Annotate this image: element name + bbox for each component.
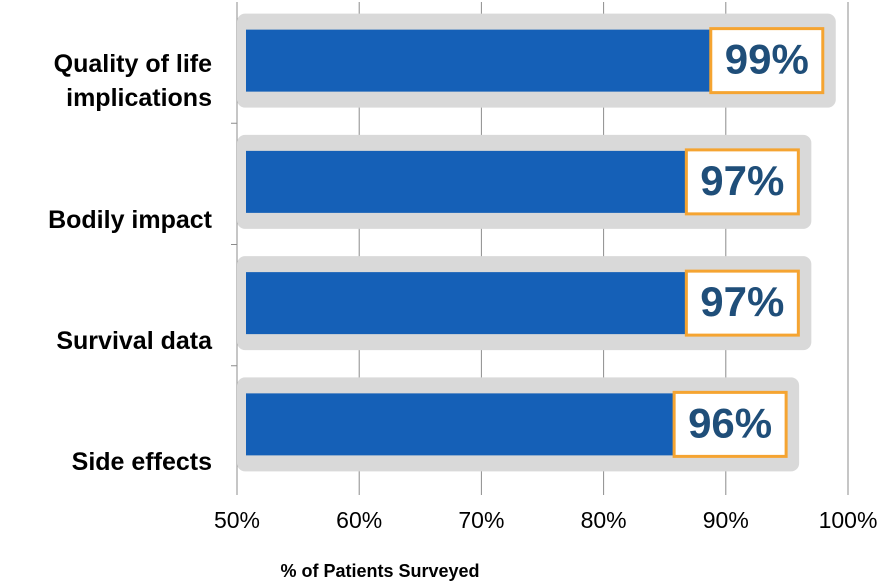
value-label: 97% [700, 278, 784, 325]
value-label: 96% [688, 399, 772, 446]
y-tick-label: Bodily impact [48, 205, 212, 234]
bar [246, 150, 687, 213]
value-label: 97% [700, 157, 784, 204]
x-tick-label: 60% [336, 507, 382, 533]
bar [246, 29, 711, 92]
y-tick-label: Side effects [71, 448, 212, 476]
x-tick-label: 80% [581, 507, 627, 533]
x-tick-label: 70% [458, 507, 504, 533]
x-tick-label: 50% [214, 507, 260, 533]
value-label-box [709, 27, 825, 95]
value-label-box [684, 269, 800, 337]
value-label-box [684, 148, 800, 216]
x-tick-label: 100% [819, 507, 878, 533]
value-label: 99% [725, 36, 809, 83]
x-axis-title: % of Patients Surveyed [280, 561, 479, 581]
value-label-box [672, 390, 788, 458]
bar [246, 393, 675, 456]
x-tick-label: 90% [703, 507, 749, 533]
y-tick-label: Survival data [56, 326, 212, 355]
y-tick-label: Quality of life implications [53, 50, 212, 113]
bar [246, 272, 687, 335]
